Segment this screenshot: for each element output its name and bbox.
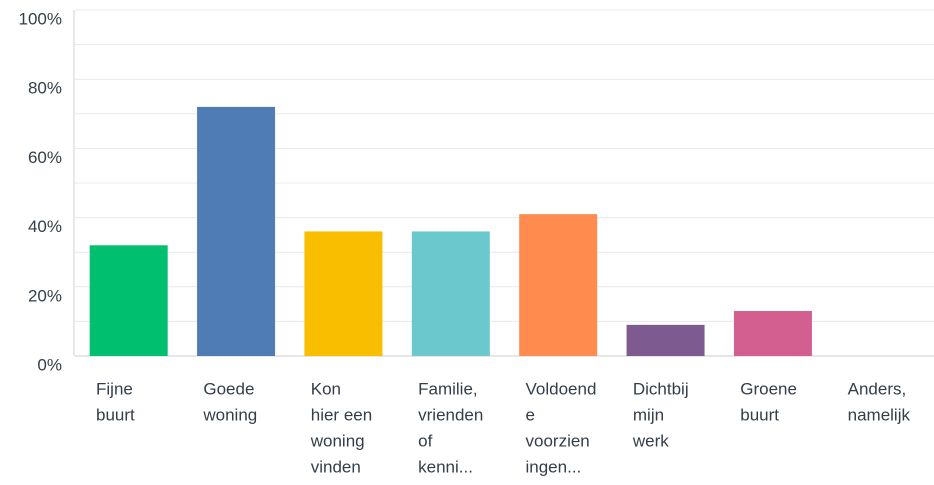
y-tick-label: 0% xyxy=(37,355,62,374)
x-tick-label: Fijne xyxy=(96,379,133,398)
x-tick-label: of xyxy=(418,431,432,450)
x-tick-label: Familie, xyxy=(418,379,478,398)
x-tick-label: vinden xyxy=(311,457,361,476)
x-tick-label: vrienden xyxy=(418,405,483,424)
x-tick-label: Goede xyxy=(203,379,254,398)
x-tick-label: Dichtbij xyxy=(633,379,689,398)
x-tick-label: werk xyxy=(632,431,669,450)
x-tick-label: namelijk xyxy=(848,405,911,424)
x-tick-label: voorzien xyxy=(526,431,590,450)
x-tick-label: Anders, xyxy=(848,379,907,398)
y-tick-label: 80% xyxy=(28,79,62,98)
y-tick-label: 100% xyxy=(19,9,62,28)
y-tick-label: 60% xyxy=(28,148,62,167)
bar xyxy=(304,231,383,356)
bar xyxy=(89,245,168,356)
x-tick-label: buurt xyxy=(96,405,135,424)
bar xyxy=(197,106,276,356)
x-tick-label: woning xyxy=(202,405,257,424)
x-tick-label: hier een xyxy=(311,405,372,424)
y-tick-label: 40% xyxy=(28,217,62,236)
bar xyxy=(626,324,705,356)
x-tick-label: kenni... xyxy=(418,457,473,476)
bar xyxy=(411,231,490,356)
x-tick-label: buurt xyxy=(740,405,779,424)
x-tick-label: Voldoend xyxy=(526,379,597,398)
x-tick-label: ingen... xyxy=(526,457,582,476)
x-tick-label: mijn xyxy=(633,405,664,424)
bar xyxy=(519,214,598,356)
y-tick-label: 20% xyxy=(28,286,62,305)
x-tick-label: Groene xyxy=(740,379,797,398)
bar xyxy=(733,311,812,356)
x-tick-label: Kon xyxy=(311,379,341,398)
x-tick-label: woning xyxy=(310,431,365,450)
x-tick-label: e xyxy=(526,405,535,424)
